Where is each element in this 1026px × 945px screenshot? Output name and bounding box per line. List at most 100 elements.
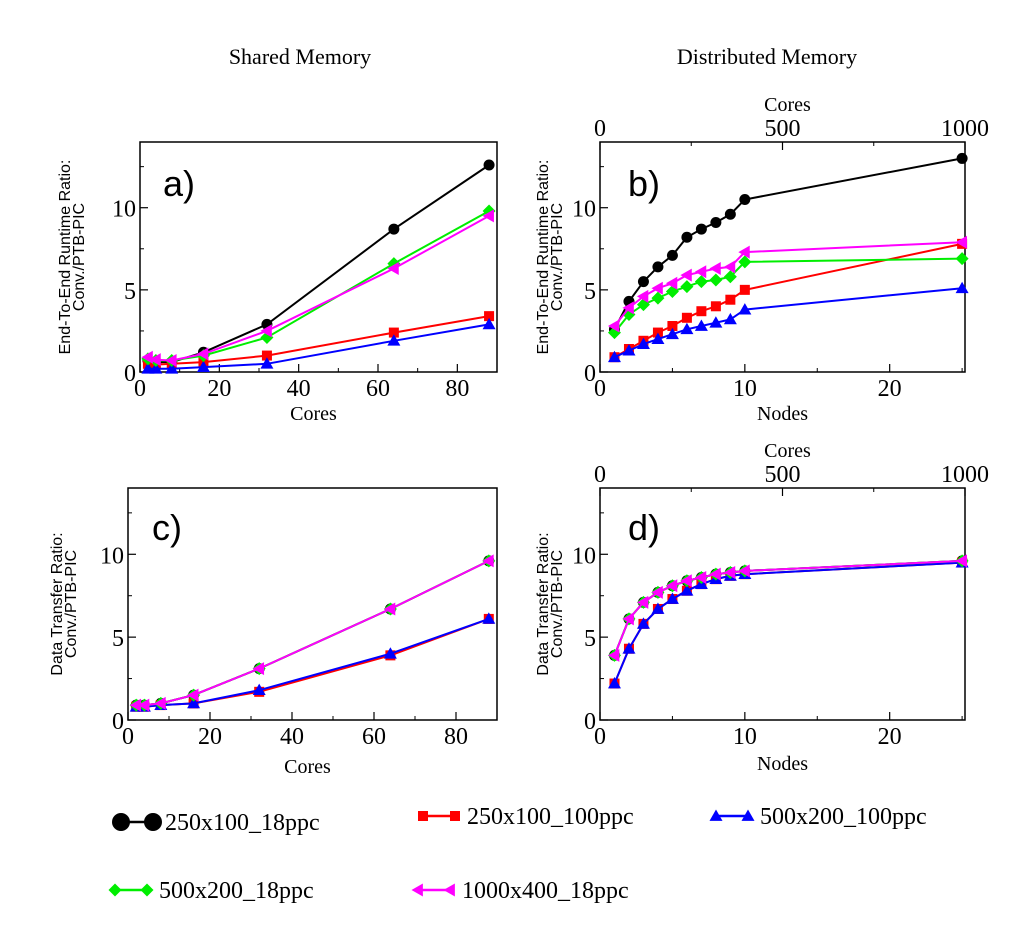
marker-1000x400_18ppc <box>680 574 692 588</box>
x-axis-label: Nodes <box>757 753 808 775</box>
marker-1000x400_18ppc <box>387 262 399 275</box>
marker-250x100_100ppc <box>681 312 692 323</box>
marker-1000x400_18ppc <box>636 289 649 303</box>
series-line-1000x400_18ppc <box>613 559 963 656</box>
x-tick-label: 20 <box>878 724 902 750</box>
marker-1000x400_18ppc <box>955 554 967 568</box>
series-line-1000x400_18ppc <box>136 560 490 707</box>
marker-1000x400_18ppc <box>187 688 199 702</box>
marker-500x200_100ppc <box>651 602 665 614</box>
panel-label: d) <box>628 507 660 548</box>
y-axis-label-line: Conv./PTB-PIC <box>71 203 88 311</box>
marker-500x200_18ppc <box>108 883 122 897</box>
series-line-500x200_100ppc <box>613 561 963 684</box>
plot-frame <box>127 487 498 721</box>
marker-1000x400_18ppc <box>738 245 750 259</box>
panel-label: a) <box>163 163 195 204</box>
legend-label: 500x200_18ppc <box>159 878 314 904</box>
y-tick-label: 10 <box>572 543 596 569</box>
marker-1000x400_18ppc <box>443 883 455 897</box>
y-tick-label: 10 <box>112 197 136 223</box>
marker-500x200_100ppc <box>709 809 723 821</box>
marker-500x200_100ppc <box>260 357 274 369</box>
marker-500x200_18ppc <box>955 252 969 266</box>
top-x-tick-label: 500 <box>765 116 801 142</box>
x-tick-label: 40 <box>287 376 311 402</box>
legend-label: 500x200_100ppc <box>760 804 927 830</box>
x-axis-label: Nodes <box>757 403 808 425</box>
marker-500x200_18ppc <box>140 883 154 897</box>
marker-1000x400_18ppc <box>141 350 153 364</box>
marker-250x100_18ppc <box>739 194 751 205</box>
x-tick-label: 60 <box>362 724 386 750</box>
y-tick-label: 10 <box>572 197 596 223</box>
x-axis-label: Cores <box>284 756 331 778</box>
marker-1000x400_18ppc <box>482 209 494 223</box>
y-axis-label-line: Data Transfer Ratio: <box>49 532 66 675</box>
x-tick-label: 80 <box>445 376 469 402</box>
marker-250x100_100ppc <box>484 311 495 322</box>
marker-1000x400_18ppc <box>738 564 750 578</box>
y-tick-label: 0 <box>124 361 136 387</box>
marker-1000x400_18ppc <box>665 579 678 593</box>
marker-1000x400_18ppc <box>622 612 634 626</box>
legend-item-1000x400_18ppc: 1000x400_18ppc <box>411 878 629 904</box>
y-tick-label: 5 <box>584 626 596 652</box>
marker-1000x400_18ppc <box>196 347 209 361</box>
marker-1000x400_18ppc <box>154 696 166 710</box>
marker-500x200_100ppc <box>383 647 397 659</box>
legend-label: 250x100_100ppc <box>467 804 634 830</box>
legend-item-500x200_100ppc: 500x200_100ppc <box>709 804 927 830</box>
legend-item-250x100_100ppc: 250x100_100ppc <box>418 804 634 830</box>
marker-250x100_100ppc <box>710 301 721 312</box>
top-x-axis-label: Cores <box>764 94 811 116</box>
marker-250x100_18ppc <box>695 223 707 235</box>
marker-1000x400_18ppc <box>622 301 634 315</box>
x-tick-label: 10 <box>733 724 757 750</box>
marker-1000x400_18ppc <box>723 260 736 274</box>
y-tick-label: 0 <box>584 709 596 735</box>
top-x-tick-label: 500 <box>765 462 801 488</box>
legend-label: 250x100_18ppc <box>165 810 320 836</box>
marker-250x100_18ppc <box>724 208 736 220</box>
marker-500x200_100ppc <box>694 319 708 331</box>
marker-1000x400_18ppc <box>607 648 620 662</box>
series-line-500x200_18ppc <box>613 257 963 334</box>
marker-250x100_18ppc <box>681 231 693 243</box>
marker-500x200_100ppc <box>149 362 163 374</box>
x-tick-label: 20 <box>198 724 222 750</box>
marker-500x200_18ppc <box>738 255 752 269</box>
x-tick-label: 0 <box>134 376 146 402</box>
marker-250x100_18ppc <box>483 159 495 171</box>
marker-250x100_18ppc <box>652 261 664 273</box>
y-tick-label: 0 <box>112 709 124 735</box>
x-tick-label: 0 <box>122 724 134 750</box>
marker-250x100_18ppc <box>112 813 130 831</box>
column-title-shared: Shared Memory <box>229 44 371 69</box>
marker-500x200_100ppc <box>482 317 496 330</box>
plot-frame <box>139 141 498 373</box>
x-tick-label: 40 <box>280 724 304 750</box>
marker-250x100_18ppc <box>637 276 649 288</box>
marker-500x200_100ppc <box>636 617 650 629</box>
legend-label: 1000x400_18ppc <box>462 878 629 904</box>
x-tick-label: 20 <box>878 376 902 402</box>
top-x-tick-label: 0 <box>594 116 606 142</box>
marker-1000x400_18ppc <box>651 281 663 295</box>
marker-250x100_100ppc <box>725 294 736 305</box>
marker-250x100_100ppc <box>450 811 460 821</box>
y-tick-label: 0 <box>584 361 596 387</box>
series-line-250x100_18ppc <box>613 559 963 656</box>
marker-500x200_100ppc <box>955 281 969 294</box>
marker-500x200_100ppc <box>651 332 665 345</box>
marker-1000x400_18ppc <box>694 265 707 279</box>
marker-250x100_100ppc <box>652 327 663 338</box>
y-tick-label: 10 <box>100 543 124 569</box>
marker-1000x400_18ppc <box>383 602 396 616</box>
panel-label: b) <box>628 163 660 204</box>
x-tick-label: 0 <box>594 376 606 402</box>
panel-label: c) <box>152 507 182 548</box>
series-line-250x100_100ppc <box>613 561 963 684</box>
series-line-500x200_18ppc <box>613 559 963 656</box>
